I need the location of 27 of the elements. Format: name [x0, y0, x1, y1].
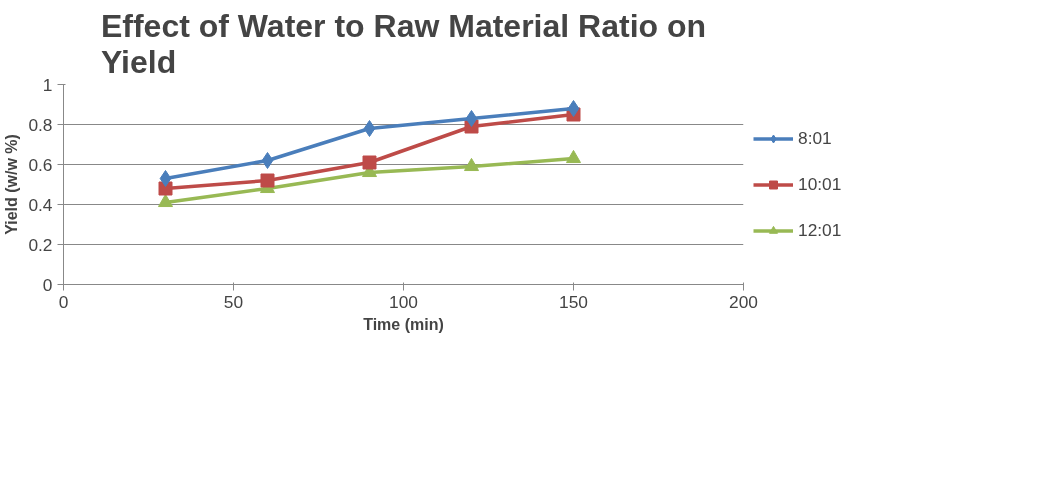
point — [261, 152, 274, 169]
legend-label: 10:01 — [798, 173, 842, 195]
y-tick-label: 0 — [42, 274, 53, 295]
point — [363, 120, 376, 137]
legend-label: 12:01 — [798, 219, 842, 241]
legend-label: 8:01 — [798, 127, 832, 149]
x-axis-title: Time (min) — [363, 315, 444, 333]
x-tick-label: 200 — [729, 291, 758, 312]
x-tick-label: 50 — [223, 291, 244, 312]
x-tick-label: 0 — [58, 291, 69, 312]
y-tick-label: 0.2 — [28, 234, 53, 255]
point — [465, 110, 478, 127]
chart-title: Effect of Water to Raw Material Ratio on Yield — [100, 7, 707, 80]
point — [362, 155, 377, 170]
x-tick-label: 150 — [559, 291, 588, 312]
y-axis-title: Yield (w/w %) — [3, 134, 21, 235]
point — [260, 173, 275, 188]
x-tick-label: 100 — [389, 291, 418, 312]
point — [158, 193, 173, 208]
point — [159, 170, 172, 187]
y-tick-label: 0.6 — [28, 154, 53, 175]
y-tick-label: 0.4 — [28, 194, 53, 215]
y-tick-label: 1 — [42, 74, 53, 95]
y-tick-label: 0.8 — [28, 114, 53, 135]
point — [464, 157, 479, 172]
point — [567, 100, 580, 117]
point — [566, 149, 581, 164]
